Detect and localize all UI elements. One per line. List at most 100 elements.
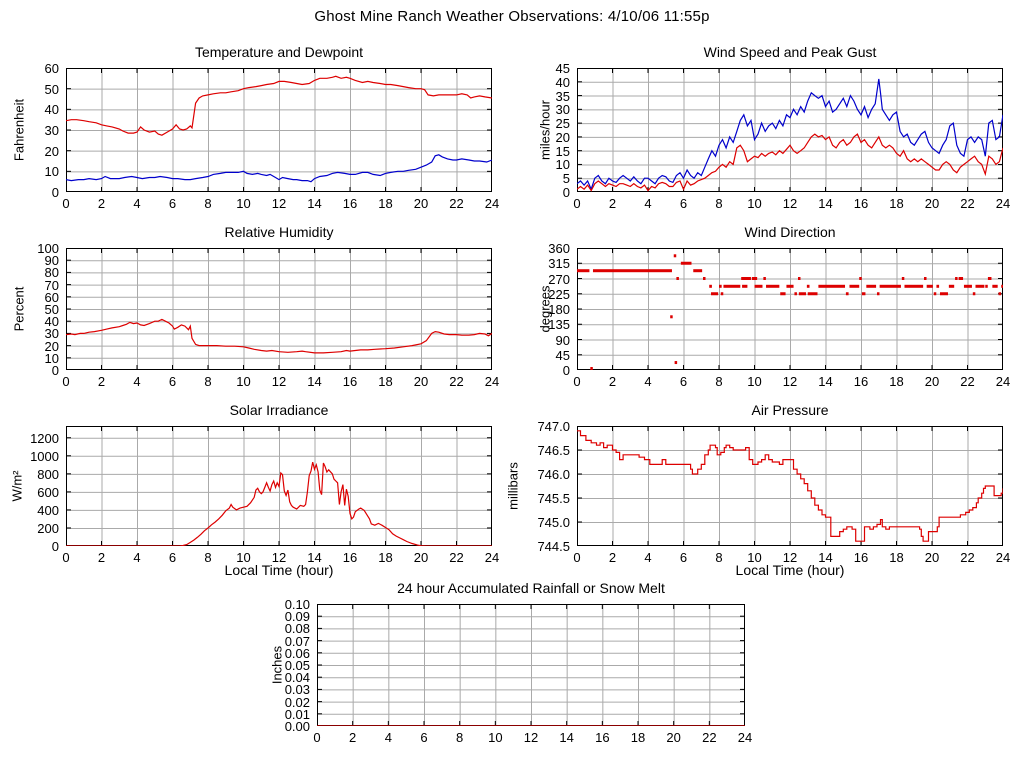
y-tick-label: 25 — [555, 116, 570, 132]
x-tick-label: 24 — [484, 196, 500, 211]
x-tick-label: 18 — [889, 550, 904, 565]
series-wind-direction — [998, 292, 1002, 296]
series-wind-direction — [676, 277, 679, 280]
y-tick-label: 1000 — [30, 448, 59, 464]
y-tick-label: 744.5 — [537, 539, 570, 554]
y-tick-label: 200 — [37, 520, 59, 536]
x-tick-label: 18 — [630, 730, 646, 745]
y-tick-label: 50 — [44, 302, 59, 317]
y-tick-label: 100 — [37, 241, 59, 256]
series-wind-direction — [742, 284, 748, 288]
series-wind-direction — [904, 284, 924, 288]
series-temperature — [66, 75, 492, 136]
series-dewpoint — [66, 154, 492, 183]
x-tick-label: 6 — [168, 374, 177, 389]
y-tick-label: 0 — [562, 363, 570, 378]
series-wind-direction — [806, 284, 810, 288]
series-wind-direction — [866, 284, 877, 288]
x-tick-label: 24 — [995, 550, 1011, 565]
plot-area-temperature-dewpoint — [66, 68, 492, 192]
y-tick-label: 0.09 — [284, 609, 310, 625]
x-tick-label: 14 — [818, 550, 833, 565]
series-wind-direction — [955, 277, 958, 280]
x-tick-label: 14 — [307, 550, 322, 565]
x-tick-label: 24 — [995, 374, 1011, 389]
x-tick-label: 4 — [644, 550, 652, 565]
x-tick-label: 20 — [924, 550, 940, 565]
y-tick-label: 20 — [555, 129, 570, 145]
series-wind-direction — [680, 261, 692, 265]
x-tick-label: 0 — [62, 196, 70, 211]
x-tick-label: 4 — [133, 196, 141, 211]
y-tick-label: 600 — [37, 484, 59, 500]
x-tick-label: 6 — [168, 196, 177, 211]
y-tick-label: 15 — [555, 143, 570, 159]
plot-area-wind-direction — [577, 248, 1003, 370]
x-tick-label: 10 — [236, 374, 251, 389]
y-tick-label: 0.10 — [284, 597, 310, 612]
series-wind-direction — [975, 284, 985, 288]
x-tick-label: 24 — [995, 196, 1011, 211]
series-wind-direction — [849, 284, 860, 288]
y-tick-label: 0 — [51, 185, 59, 200]
x-tick-label: 24 — [737, 730, 753, 745]
series-wind-direction — [926, 284, 933, 288]
series-wind-direction — [709, 284, 712, 288]
series-wind-direction — [674, 361, 678, 365]
chart-rainfall: 24 hour Accumulated Rainfall or Snow Mel… — [270, 580, 753, 745]
x-tick-label: 8 — [715, 374, 723, 389]
x-tick-label: 20 — [924, 196, 940, 211]
chart-solar-irradiance: Solar Irradiance W/m² Local Time (hour) … — [10, 402, 500, 578]
x-tick-label: 22 — [960, 196, 975, 211]
x-tick-label: 2 — [97, 374, 106, 389]
x-tick-label: 24 — [484, 550, 500, 565]
x-tick-label: 2 — [608, 196, 617, 211]
y-tick-label: 0.01 — [284, 706, 310, 722]
y-tick-label: 40 — [44, 102, 59, 118]
y-tick-label: 70 — [44, 277, 59, 293]
x-tick-label: 16 — [853, 374, 869, 389]
x-tick-label: 18 — [889, 374, 904, 389]
y-tick-label: 746.0 — [537, 467, 570, 482]
y-tick-label: 0.03 — [284, 682, 310, 698]
y-tick-label: 0.08 — [284, 621, 310, 637]
series-wind-direction — [901, 277, 905, 280]
x-tick-label: 12 — [523, 730, 539, 745]
x-tick-label: 24 — [484, 374, 500, 389]
y-tick-label: 360 — [548, 241, 570, 256]
x-tick-label: 0 — [573, 196, 581, 211]
x-tick-label: 0 — [573, 374, 581, 389]
x-tick-label: 22 — [449, 374, 464, 389]
y-tick-label: 80 — [44, 265, 59, 281]
y-tick-label: 400 — [37, 502, 59, 518]
x-tick-label: 0 — [573, 550, 581, 565]
series-wind-direction — [693, 269, 703, 273]
x-tick-label: 6 — [420, 730, 428, 745]
x-tick-label: 0 — [62, 550, 70, 565]
series-wind-direction — [703, 277, 706, 280]
y-tick-label: 45 — [555, 61, 570, 76]
x-tick-label: 18 — [378, 196, 393, 211]
y-tick-label: 60 — [44, 61, 59, 76]
x-tick-label: 10 — [236, 196, 251, 211]
x-tick-label: 2 — [608, 550, 617, 565]
series-wind-direction — [670, 315, 673, 319]
x-tick-label: 12 — [782, 374, 798, 389]
y-tick-label: 0 — [51, 539, 59, 554]
x-tick-label: 0 — [62, 374, 70, 389]
y-tick-label: 270 — [548, 271, 570, 287]
y-tick-label: 20 — [44, 143, 59, 159]
x-tick-label: 12 — [782, 196, 798, 211]
x-tick-label: 18 — [378, 550, 393, 565]
x-tick-label: 6 — [679, 196, 688, 211]
x-tick-label: 20 — [924, 374, 940, 389]
x-tick-label: 4 — [133, 374, 141, 389]
x-tick-label: 18 — [378, 374, 393, 389]
series-air-pressure — [577, 430, 1003, 542]
x-tick-label: 22 — [449, 196, 464, 211]
x-tick-label: 16 — [853, 196, 869, 211]
chart-title: Wind Direction — [744, 224, 836, 240]
x-tick-label: 12 — [782, 550, 798, 565]
